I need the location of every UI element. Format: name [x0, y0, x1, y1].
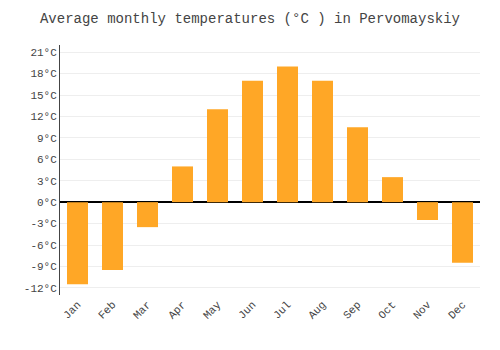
svg-text:Jul: Jul [271, 299, 293, 321]
svg-text:Jun: Jun [236, 299, 258, 321]
svg-text:Mar: Mar [131, 299, 153, 321]
svg-text:May: May [201, 299, 224, 322]
svg-text:12°C: 12°C [30, 111, 57, 123]
svg-text:-12°C: -12°C [24, 283, 57, 295]
svg-text:Average monthly temperatures (: Average monthly temperatures (°C ) in Pe… [40, 11, 460, 27]
svg-text:21°C: 21°C [30, 47, 57, 59]
svg-text:6°C: 6°C [37, 154, 57, 166]
svg-text:9°C: 9°C [37, 133, 57, 145]
svg-text:Aug: Aug [306, 299, 328, 321]
svg-text:Apr: Apr [166, 299, 188, 321]
svg-text:Nov: Nov [411, 299, 434, 322]
svg-text:0°C: 0°C [37, 197, 57, 209]
svg-text:3°C: 3°C [37, 176, 57, 188]
svg-text:-6°C: -6°C [30, 240, 57, 252]
svg-text:Sep: Sep [341, 299, 363, 321]
svg-text:Oct: Oct [376, 299, 398, 321]
svg-text:Dec: Dec [446, 299, 468, 321]
svg-text:Jan: Jan [61, 299, 83, 321]
svg-text:-9°C: -9°C [30, 261, 57, 273]
svg-text:15°C: 15°C [30, 90, 57, 102]
svg-text:-3°C: -3°C [30, 218, 57, 230]
svg-text:18°C: 18°C [30, 68, 57, 80]
svg-text:Feb: Feb [96, 299, 118, 321]
